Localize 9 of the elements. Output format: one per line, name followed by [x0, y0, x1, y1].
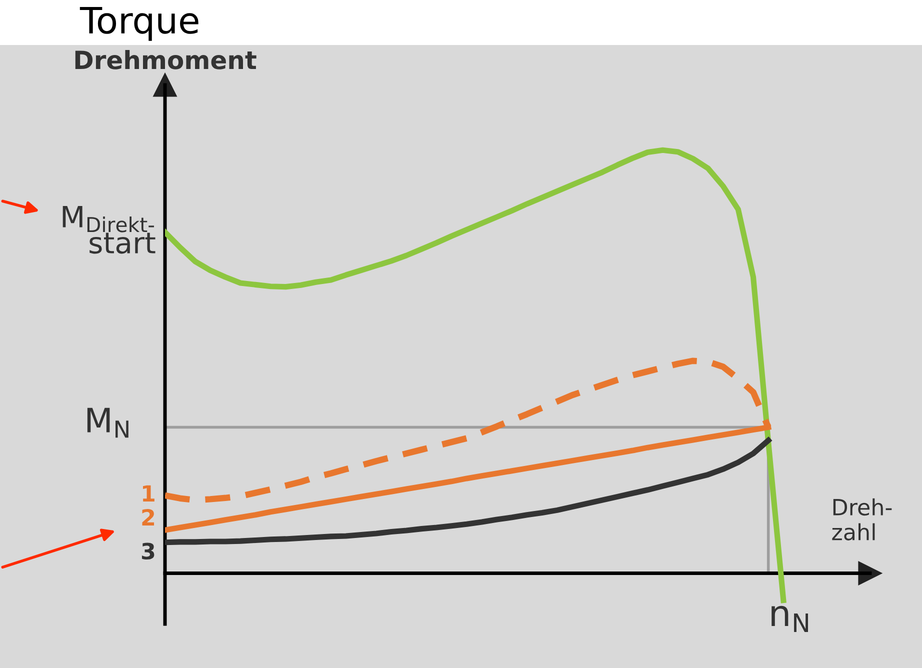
chart-title: Torque: [80, 7, 198, 41]
series-label: 1: [142, 485, 154, 502]
text: M$_{Direkt‐}$ start: [62, 206, 156, 254]
series-label: 2: [142, 508, 154, 526]
ref-line-label: M$_{N}$: [87, 408, 128, 438]
y-axis-title: Drehmoment: [75, 50, 256, 70]
x-axis-title: Dreh- zahl: [832, 498, 892, 540]
series-label: 3: [142, 542, 154, 560]
text: n$_{N}$: [772, 606, 808, 632]
